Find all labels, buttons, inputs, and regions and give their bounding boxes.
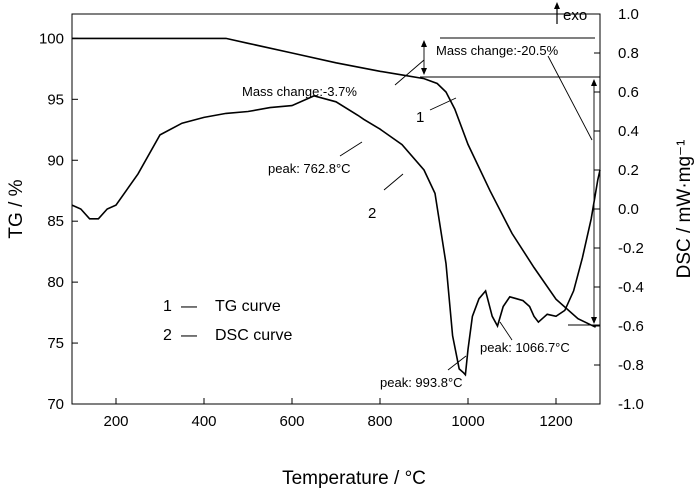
y-right-tick-label: -0.6 — [618, 318, 644, 335]
y-right-tick-label: 0.0 — [618, 201, 639, 218]
y-left-tick-label: 80 — [47, 274, 64, 291]
y-right-tick-label: 0.6 — [618, 84, 639, 101]
y-left-tick-label: 95 — [47, 91, 64, 108]
tick-labels: 200 400 600 800 1000 1200 70 75 80 85 90 95 100 1.0 0.… — [39, 6, 644, 430]
legend-item-tg: 1 — TG curve — [163, 298, 281, 315]
x-tick-label: 1200 — [539, 413, 572, 430]
y-left-tick-label: 90 — [47, 152, 64, 169]
x-tick-label: 200 — [103, 413, 128, 430]
y-right-tick-label: -0.8 — [618, 357, 644, 374]
y-left-tick-label: 70 — [47, 396, 64, 413]
peak-1-label: peak: 762.8°C — [268, 161, 351, 176]
tg-curve-number: 1 — [416, 109, 424, 126]
y-right-tick-label: -0.2 — [618, 240, 644, 257]
y-left-tick-label: 85 — [47, 213, 64, 230]
x-tick-label: 600 — [279, 413, 304, 430]
exo-arrowhead — [554, 2, 560, 9]
y-left-tick-label: 100 — [39, 30, 64, 47]
y-left-tick-label: 75 — [47, 335, 64, 352]
mass-change-markers — [420, 37, 600, 326]
legend: 1 — TG curve 2 — DSC curve — [163, 298, 292, 344]
legend-item-dsc: 2 — DSC curve — [163, 327, 292, 344]
y-right-tick-label: -1.0 — [618, 396, 644, 413]
leader-lines — [339, 55, 593, 371]
legend-dsc-number: 2 — [163, 327, 172, 344]
tg-curve — [72, 37, 596, 328]
dsc-curve — [71, 95, 601, 377]
legend-tg-dash: — — [181, 298, 197, 315]
y-right-tick-label: 0.2 — [618, 162, 639, 179]
arrowheads — [421, 40, 597, 324]
y-axis-right-label: DSC / mW·mg⁻¹ — [674, 140, 695, 279]
mass-change-2-label: Mass change:-20.5% — [436, 43, 559, 58]
legend-tg-label: TG curve — [215, 298, 281, 315]
legend-dsc-dash: — — [181, 327, 197, 344]
plot-frame — [71, 13, 601, 405]
x-tick-label: 400 — [191, 413, 216, 430]
mass-change-1-label: Mass change:-3.7% — [242, 84, 357, 99]
x-tick-label: 1000 — [451, 413, 484, 430]
x-tick-label: 800 — [367, 413, 392, 430]
y-right-tick-label: 0.4 — [618, 123, 639, 140]
peak-2-label: peak: 993.8°C — [380, 375, 463, 390]
y-right-tick-label: 0.8 — [618, 45, 639, 62]
legend-tg-number: 1 — [163, 298, 172, 315]
legend-dsc-label: DSC curve — [215, 327, 292, 344]
y-axis-left-label: TG / % — [6, 179, 27, 238]
x-axis-label: Temperature / °C — [282, 468, 426, 489]
exo-label: exo — [563, 7, 587, 24]
dsc-curve-number: 2 — [368, 205, 376, 222]
exo-indicator: exo — [554, 2, 587, 24]
peak-3-label: peak: 1066.7°C — [480, 340, 570, 355]
y-right-tick-label: 1.0 — [618, 6, 639, 23]
y-right-tick-label: -0.4 — [618, 279, 644, 296]
